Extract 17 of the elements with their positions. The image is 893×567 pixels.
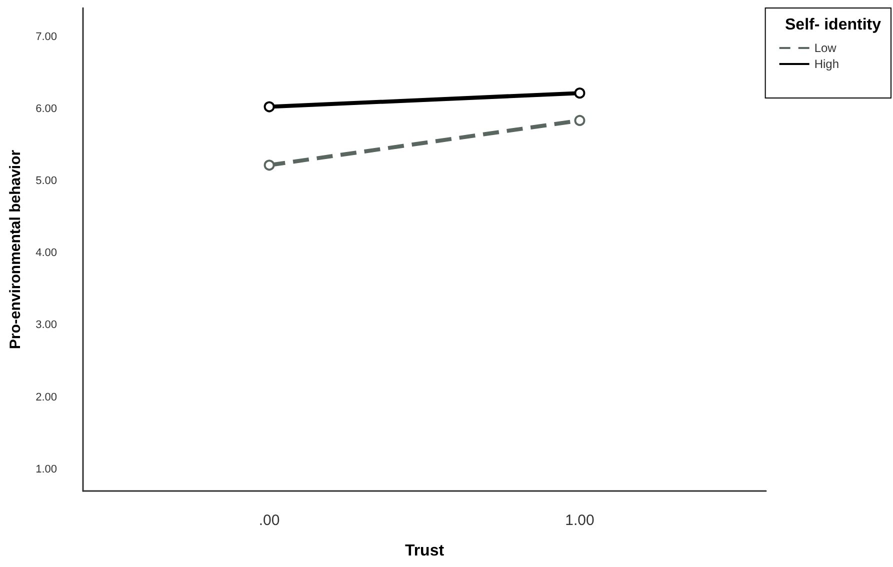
legend-title: Self- identity [784,16,882,34]
y-axis-title: Pro-environmental behavior [7,150,24,350]
point [574,114,586,126]
point [574,88,586,99]
y-tick-label: 1.00 [36,463,57,476]
point [264,160,275,171]
x-axis-title: Trust [404,542,445,560]
y-tick-label: 4.00 [36,247,57,260]
y-tick-label: 2.00 [36,391,57,404]
legend-label: Low [814,41,837,55]
y-tick-label: 6.00 [36,102,57,115]
y-tick-label: 3.00 [36,319,57,332]
legend-label: High [814,57,840,71]
y-tick-label: 5.00 [36,175,57,188]
y-tick-label: 7.00 [36,30,57,43]
x-tick-label: .00 [258,512,280,529]
point [264,101,275,112]
